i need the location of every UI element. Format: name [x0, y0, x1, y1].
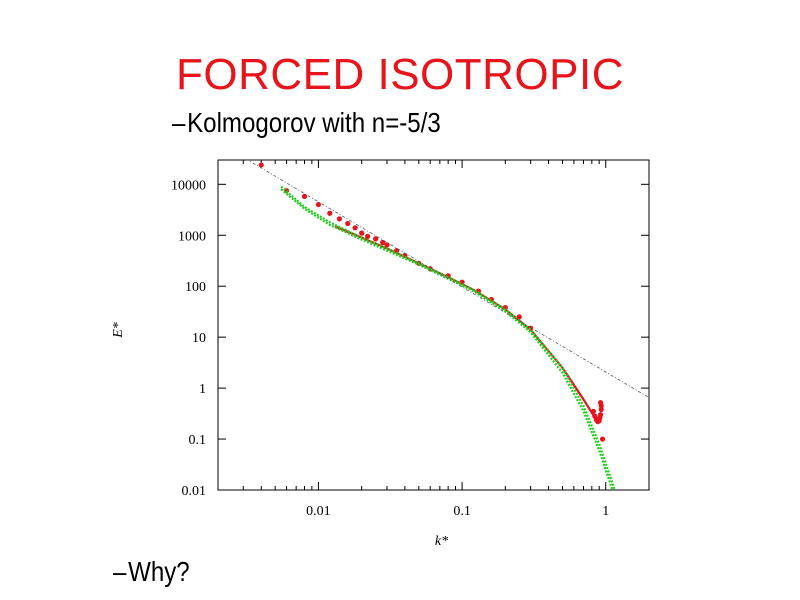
y-tick-label: 1000: [178, 229, 206, 244]
plot-series-group: [246, 160, 649, 490]
data-point: [599, 436, 606, 442]
y-tick-label: 0.01: [182, 484, 207, 499]
bullet-kolmogorov: –Kolmogorov with n=-5/3: [172, 107, 441, 139]
x-tick-label: 0.1: [453, 504, 471, 519]
data-point: [372, 236, 379, 242]
data-point: [597, 412, 604, 418]
data-point: [258, 162, 264, 168]
data-point: [502, 305, 508, 311]
y-tick-label: 10: [192, 331, 206, 346]
bullet-why: –Why?: [113, 556, 190, 588]
data-point: [352, 225, 358, 231]
x-axis-label: k*: [435, 534, 448, 549]
y-tick-label: 100: [185, 280, 206, 295]
plot-frame: [217, 159, 650, 491]
bullet-dash: –: [113, 556, 127, 587]
data-point: [315, 201, 322, 208]
data-point: [516, 314, 522, 320]
bullet-dash: –: [172, 107, 186, 138]
data-point: [475, 288, 482, 294]
series-line: [280, 188, 614, 490]
data-point: [336, 216, 343, 222]
data-point: [359, 230, 365, 236]
y-axis-label: E*: [111, 322, 126, 339]
series-line: [334, 225, 597, 420]
bullet-text: Why?: [128, 556, 190, 587]
data-point: [598, 406, 604, 413]
data-point: [590, 408, 596, 414]
data-point: [597, 399, 604, 406]
data-point: [459, 279, 465, 285]
y-tick-label: 10000: [171, 178, 206, 193]
data-point: [301, 193, 308, 199]
slide-title: FORCED ISOTROPIC: [175, 50, 625, 99]
y-tick-label: 0.1: [189, 433, 207, 448]
bullet-text: Kolmogorov with n=-5/3: [187, 107, 441, 138]
y-tick-label: 1: [199, 382, 206, 397]
data-point: [365, 233, 371, 239]
data-point: [345, 220, 351, 227]
data-point: [380, 239, 386, 246]
x-tick-label: 1: [602, 504, 609, 519]
x-tick-label: 0.01: [306, 504, 331, 519]
data-point: [327, 210, 333, 216]
series-line: [280, 185, 617, 490]
data-point: [384, 242, 390, 248]
reference-slope-line: [246, 160, 649, 398]
